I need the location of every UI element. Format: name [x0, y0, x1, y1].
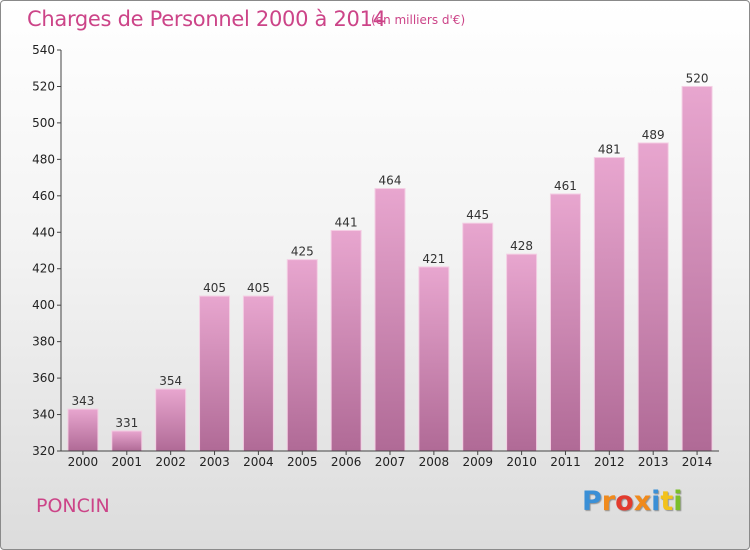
bar-2007: [374, 188, 406, 452]
chart-title: Charges de Personnel 2000 à 2014: [27, 7, 386, 31]
chart-unit: (en milliers d'€): [371, 13, 466, 27]
x-tick-label-2002: 2002: [155, 455, 186, 469]
value-label-2004: 405: [247, 281, 270, 295]
bar-2011: [549, 193, 581, 452]
bar-2008: [418, 266, 450, 452]
value-label-2006: 441: [335, 215, 358, 229]
bar-2000: [67, 408, 99, 452]
bar-2009: [462, 222, 494, 452]
y-tick-label-360: 360: [32, 371, 55, 385]
x-tick-label-2004: 2004: [243, 455, 274, 469]
bar-2005: [286, 259, 318, 452]
x-tick-label-2005: 2005: [287, 455, 318, 469]
x-tick-label-2008: 2008: [419, 455, 450, 469]
x-tick-label-2007: 2007: [375, 455, 406, 469]
bar-2010: [506, 253, 538, 452]
value-label-2007: 464: [379, 174, 402, 188]
y-tick-label-480: 480: [32, 152, 55, 166]
y-tick-label-500: 500: [32, 116, 55, 130]
bar-2002: [155, 388, 187, 452]
y-tick-label-420: 420: [32, 262, 55, 276]
logo-letter: x: [633, 486, 652, 517]
x-tick-label-2003: 2003: [199, 455, 230, 469]
value-label-2002: 354: [159, 374, 182, 388]
y-ticks: 320 340 360 380 400 420 440 460 480 500 520 540: [32, 43, 61, 458]
x-ticks: 2000 2001 2002 2003 2004 2005 2006 2007 2008 2009…: [68, 451, 713, 469]
bar-2014: [681, 85, 713, 452]
y-tick-label-520: 520: [32, 79, 55, 93]
value-label-2010: 428: [510, 239, 533, 253]
bars-layer: 343 331 354 405 405 425 441 464 421 445 428 461 481 4…: [67, 71, 713, 452]
y-tick-label-400: 400: [32, 298, 55, 312]
value-label-2008: 421: [422, 252, 445, 266]
logo-letter: i: [651, 486, 661, 517]
y-tick-label-380: 380: [32, 335, 55, 349]
value-label-2009: 445: [466, 208, 489, 222]
bar-2003: [199, 295, 231, 452]
value-label-2001: 331: [115, 416, 138, 430]
bar-2004: [242, 295, 274, 452]
bar-2006: [330, 229, 362, 452]
logo-letter: t: [660, 486, 674, 517]
logo-letter: r: [601, 486, 616, 517]
y-tick-label-320: 320: [32, 444, 55, 458]
y-tick-label-540: 540: [32, 43, 55, 57]
bar-2012: [593, 157, 625, 452]
logo-letter: P: [582, 486, 602, 517]
y-tick-label-440: 440: [32, 225, 55, 239]
logo-letter: o: [615, 486, 634, 517]
y-tick-label-340: 340: [32, 408, 55, 422]
x-tick-label-2009: 2009: [462, 455, 493, 469]
x-tick-label-2006: 2006: [331, 455, 362, 469]
x-tick-label-2012: 2012: [594, 455, 625, 469]
logo-letter: i: [673, 486, 683, 517]
value-label-2005: 425: [291, 245, 314, 259]
bar-2001: [111, 430, 143, 452]
x-tick-label-2010: 2010: [506, 455, 537, 469]
bar-2013: [637, 142, 669, 452]
value-label-2013: 489: [642, 128, 665, 142]
value-label-2011: 461: [554, 179, 577, 193]
x-tick-label-2001: 2001: [112, 455, 143, 469]
value-label-2014: 520: [686, 71, 709, 85]
value-label-2003: 405: [203, 281, 226, 295]
x-tick-label-2014: 2014: [682, 455, 713, 469]
x-tick-label-2013: 2013: [638, 455, 669, 469]
x-tick-label-2000: 2000: [68, 455, 99, 469]
commune-name: PONCIN: [36, 495, 110, 517]
proxiti-logo[interactable]: Proxiti: [582, 486, 683, 517]
value-label-2012: 481: [598, 143, 621, 157]
y-tick-label-460: 460: [32, 189, 55, 203]
value-label-2000: 343: [71, 394, 94, 408]
x-tick-label-2011: 2011: [550, 455, 581, 469]
